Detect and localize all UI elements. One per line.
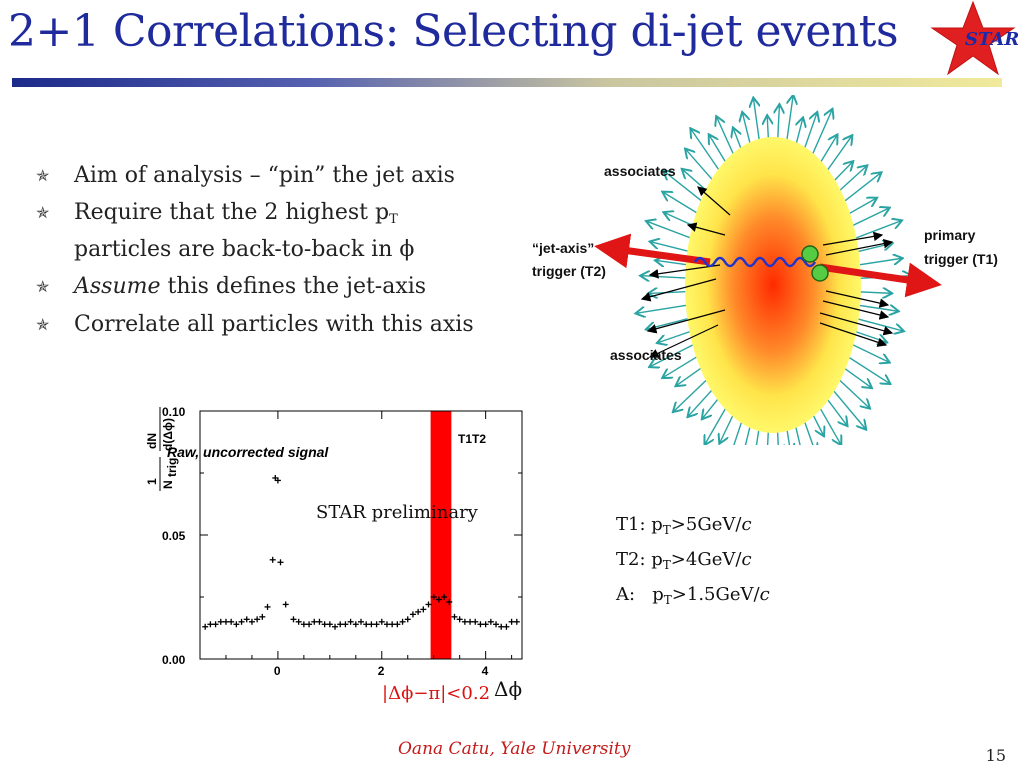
t2-label-line1: “jet-axis” xyxy=(532,240,595,256)
associate-arrow xyxy=(697,186,731,216)
t1-trigger-arrow xyxy=(819,262,942,298)
bullet-item: ✯ Require that the 2 highest pT particle… xyxy=(36,200,415,262)
y-tick-label: 0.00 xyxy=(162,653,186,667)
t1-label-line2: trigger (T1) xyxy=(924,251,998,267)
data-points xyxy=(202,474,520,630)
t1-label-line1: primary xyxy=(924,227,976,243)
dijet-diagram-svg xyxy=(594,95,942,445)
band-label: T1T2 xyxy=(458,432,486,446)
bullet-item: ✯ Assume this defines the jet-axis xyxy=(36,271,506,303)
bullet-item: ✯ Aim of analysis – “pin” the jet axis xyxy=(36,160,506,192)
y-tick-label: 0.10 xyxy=(162,405,186,419)
dijet-diagram: associates associates “jet-axis” trigger… xyxy=(520,95,1020,445)
x-tick-label: 2 xyxy=(378,664,385,678)
associate-arrow xyxy=(825,238,894,256)
svg-text:dN: dN xyxy=(145,433,159,449)
t2-trigger-arrow xyxy=(594,233,711,269)
associate-arrow xyxy=(686,222,726,236)
footer-author: Oana Catu, Yale University xyxy=(398,739,631,759)
axis-ticks: 0.10 0.05 0.00 0 2 4 xyxy=(162,405,522,678)
associate-arrow xyxy=(822,300,890,320)
trigger-particle-icon xyxy=(801,245,819,263)
associate-arrow xyxy=(646,309,726,334)
gluon-jet-line xyxy=(693,256,817,268)
svg-text:1: 1 xyxy=(145,478,159,485)
associates-bottom-label: associates xyxy=(610,347,682,363)
title-underline xyxy=(12,78,1002,87)
star-logo: STAR xyxy=(930,0,1018,76)
logo-text: STAR xyxy=(965,29,1018,50)
x-tick-label: 4 xyxy=(482,664,489,678)
x-axis-label: Δϕ xyxy=(494,677,523,701)
bullet-list: ✯ Aim of analysis – “pin” the jet axis ✯… xyxy=(36,160,506,347)
fireball xyxy=(685,137,861,433)
associate-arrow xyxy=(648,324,719,358)
delta-phi-cut-label: |Δϕ−π|<0.2 xyxy=(382,683,491,704)
associate-arrow xyxy=(822,231,884,246)
associate-arrow xyxy=(640,278,717,302)
svg-text:trig: trig xyxy=(165,458,179,477)
associate-arrow xyxy=(825,290,890,308)
cuts-list: T1: pT>5GeV/c T2: pT>4GeV/c A: pT>1.5GeV… xyxy=(616,510,770,615)
preliminary-label: STAR preliminary xyxy=(316,502,478,523)
band-layer xyxy=(430,411,452,659)
star-bullet-icon: ✯ xyxy=(36,315,50,334)
y-tick-label: 0.05 xyxy=(162,529,186,543)
page-number: 15 xyxy=(985,746,1006,765)
svg-text:N: N xyxy=(161,480,175,489)
star-bullet-icon: ✯ xyxy=(36,166,50,185)
star-bullet-icon: ✯ xyxy=(36,203,50,222)
trigger-particle-icon xyxy=(811,264,829,282)
associate-arrow xyxy=(819,312,894,336)
x-tick-label: 0 xyxy=(274,664,281,678)
associate-arrows xyxy=(640,186,894,358)
svg-text:d(Δϕ): d(Δϕ) xyxy=(161,418,175,451)
slide-title: 2+1 Correlations: Selecting di-jet event… xyxy=(8,6,899,57)
associate-arrow xyxy=(819,322,888,347)
plot-svg: 0.100.050.000 2 4 Raw, uncorrected signal … xyxy=(145,405,523,678)
star-shape-icon xyxy=(930,0,1016,76)
cut-a: A: pT>1.5GeV/c xyxy=(616,584,770,607)
bullet-item: ✯ Correlate all particles with this axis xyxy=(36,309,506,341)
t2-label-line2: trigger (T2) xyxy=(532,263,606,279)
t1t2-band xyxy=(430,411,452,659)
star-bullet-icon: ✯ xyxy=(36,277,50,296)
cut-t2: T2: pT>4GeV/c xyxy=(616,549,752,572)
associates-top-label: associates xyxy=(604,163,676,179)
correlation-plot: 0.10 0.05 0.00 0 2 4 Raw, uncorrected signal … xyxy=(120,395,540,725)
y-axis-label: 1 N trig dN d(Δϕ) xyxy=(145,407,179,491)
signal-label: Raw, uncorrected signal xyxy=(167,444,329,460)
cut-t1: T1: pT>5GeV/c xyxy=(616,514,752,537)
